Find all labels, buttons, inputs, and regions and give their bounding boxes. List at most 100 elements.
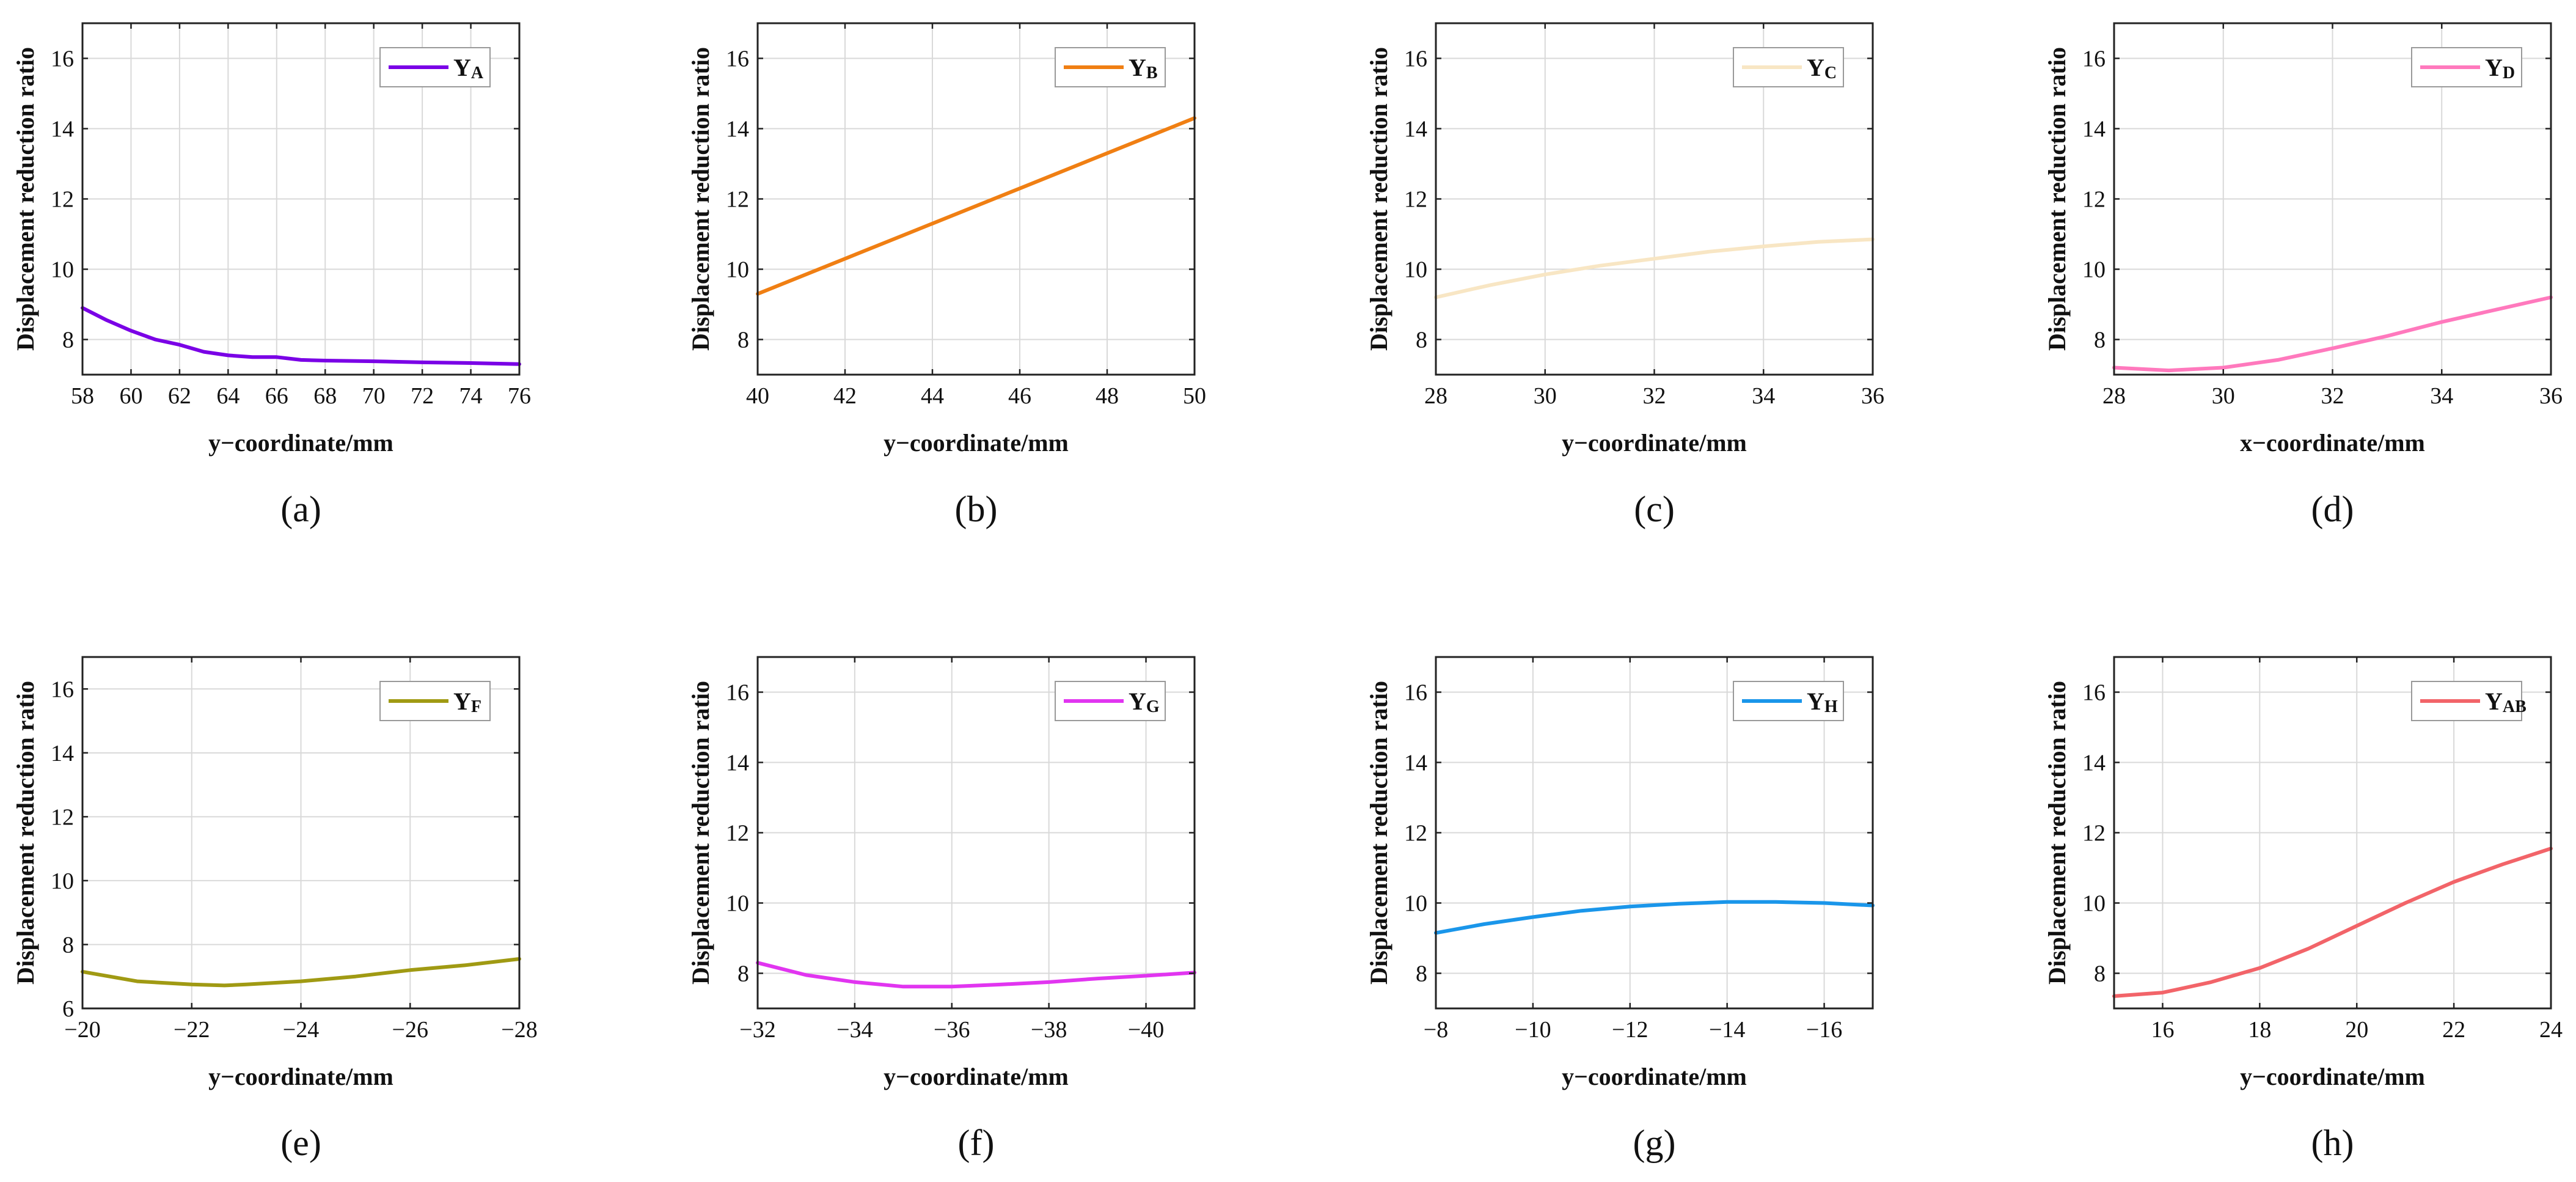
x-tick-label: −38 (1031, 1017, 1067, 1043)
legend-label: YAB (2485, 688, 2527, 716)
series-line-YH (1434, 900, 1875, 935)
legend-label-subscript: G (1146, 697, 1160, 716)
x-tick-label: −24 (283, 1017, 319, 1043)
legend-label: YF (453, 688, 481, 716)
chart-panel-b: 40 42 44 46 48 50 8 10 12 14 16 y−coordinate/mm Disp… (687, 22, 1206, 529)
x-tick-label: 28 (2102, 383, 2126, 409)
legend-label-subscript: H (1824, 697, 1838, 716)
x-tick-label: −28 (501, 1017, 537, 1043)
x-axis-title: y−coordinate/mm (208, 429, 393, 457)
legend-label-main: Y (1129, 688, 1146, 715)
y-tick-label: 12 (726, 821, 749, 846)
legend-label-main: Y (1807, 688, 1824, 715)
legend: YF (379, 681, 491, 721)
y-tick-label: 8 (62, 328, 74, 353)
y-axis-title: Displacement reduction ratio (2043, 47, 2071, 351)
legend-label: YD (2485, 54, 2515, 83)
legend: YH (1733, 681, 1844, 721)
x-tick-label: 28 (1424, 383, 1447, 409)
y-tick-label: 12 (1404, 821, 1427, 846)
x-tick-label: −16 (1806, 1017, 1842, 1043)
y-tick-label: 14 (1404, 751, 1427, 776)
x-tick-label: −8 (1424, 1017, 1448, 1043)
legend-label-subscript: AB (2503, 697, 2527, 716)
y-tick-label: 10 (726, 891, 749, 917)
panel-caption: (c) (1634, 489, 1675, 529)
y-tick-label: 10 (2082, 257, 2106, 283)
x-tick-label: −20 (64, 1017, 100, 1043)
x-tick-label: 74 (459, 383, 483, 409)
legend-label-main: Y (453, 54, 471, 81)
y-axis-title: Displacement reduction ratio (12, 47, 39, 351)
legend-label-main: Y (453, 688, 471, 715)
legend-label-main: Y (1807, 54, 1824, 81)
panel-caption: (a) (280, 489, 321, 529)
x-tick-label: 58 (71, 383, 94, 409)
x-tick-label: 64 (216, 383, 240, 409)
y-tick-label: 16 (2082, 680, 2106, 706)
x-axis-title: y−coordinate/mm (208, 1063, 393, 1090)
y-tick-label: 14 (2082, 117, 2106, 142)
x-tick-label: 50 (1183, 383, 1206, 409)
x-tick-label: 20 (2345, 1017, 2368, 1043)
x-tick-label: −32 (739, 1017, 775, 1043)
chart-panel-g: −8 −10 −12 −14 −16 8 10 12 14 16 y−coordinate/mm Di… (1365, 656, 1875, 1163)
y-tick-label: 16 (726, 680, 749, 706)
x-axis-title: y−coordinate/mm (884, 429, 1069, 457)
y-tick-label: 10 (51, 868, 74, 894)
y-tick-label: 10 (726, 257, 749, 283)
legend-label: YH (1807, 688, 1838, 716)
x-tick-label: −10 (1515, 1017, 1551, 1043)
legend-label-main: Y (2485, 688, 2503, 715)
y-axis-title: Displacement reduction ratio (687, 681, 714, 985)
y-tick-label: 14 (1404, 117, 1427, 142)
series-line-YB (756, 116, 1196, 296)
y-tick-label: 8 (62, 932, 74, 958)
x-tick-label: 48 (1096, 383, 1119, 409)
x-tick-label: −34 (836, 1017, 873, 1043)
x-axis-title: x−coordinate/mm (2240, 429, 2425, 457)
legend-label: YG (1129, 688, 1160, 716)
panel-caption: (g) (1633, 1123, 1676, 1163)
y-tick-label: 10 (2082, 891, 2106, 917)
y-tick-label: 16 (1404, 46, 1427, 72)
x-axis-title: y−coordinate/mm (884, 1063, 1069, 1090)
x-tick-label: −22 (174, 1017, 210, 1043)
x-tick-label: 22 (2442, 1017, 2465, 1043)
y-axis-title: Displacement reduction ratio (1365, 681, 1392, 985)
x-tick-label: 32 (1643, 383, 1666, 409)
x-tick-label: 30 (1534, 383, 1557, 409)
legend: YD (2411, 47, 2522, 87)
y-tick-label: 14 (726, 751, 749, 776)
x-tick-label: 66 (265, 383, 288, 409)
x-tick-label: 30 (2212, 383, 2235, 409)
x-tick-label: 76 (508, 383, 531, 409)
y-tick-label: 8 (737, 961, 749, 987)
x-tick-label: 36 (2539, 383, 2563, 409)
legend: YB (1055, 47, 1166, 87)
legend-label-subscript: D (2503, 64, 2515, 83)
y-tick-label: 12 (2082, 821, 2106, 846)
panel-caption: (d) (2311, 489, 2354, 529)
y-tick-label: 16 (51, 677, 74, 702)
y-tick-label: 10 (1404, 891, 1427, 917)
chart-panel-d: 28 30 32 34 36 8 10 12 14 16 x−coordinate/mm Displa… (2043, 22, 2563, 529)
series-line-YD (2112, 295, 2553, 373)
y-tick-label: 12 (726, 187, 749, 213)
y-tick-label: 8 (2094, 961, 2106, 987)
x-tick-label: 70 (362, 383, 386, 409)
chart-panel-a: 58 60 62 64 66 68 70 72 74 76 8 10 12 14 16 y−coordinat… (12, 22, 531, 529)
x-tick-label: 60 (119, 383, 142, 409)
legend: YA (379, 47, 491, 87)
series-line-YA (81, 306, 521, 366)
y-tick-label: 10 (1404, 257, 1427, 283)
x-tick-label: −26 (392, 1017, 428, 1043)
y-axis-title: Displacement reduction ratio (687, 47, 714, 351)
y-tick-label: 14 (51, 117, 74, 142)
x-tick-label: 34 (1752, 383, 1775, 409)
legend: YC (1733, 47, 1844, 87)
x-axis-title: y−coordinate/mm (1562, 1063, 1747, 1090)
y-tick-label: 14 (51, 741, 74, 766)
legend-label-subscript: B (1146, 64, 1158, 83)
x-tick-label: 24 (2539, 1017, 2563, 1043)
